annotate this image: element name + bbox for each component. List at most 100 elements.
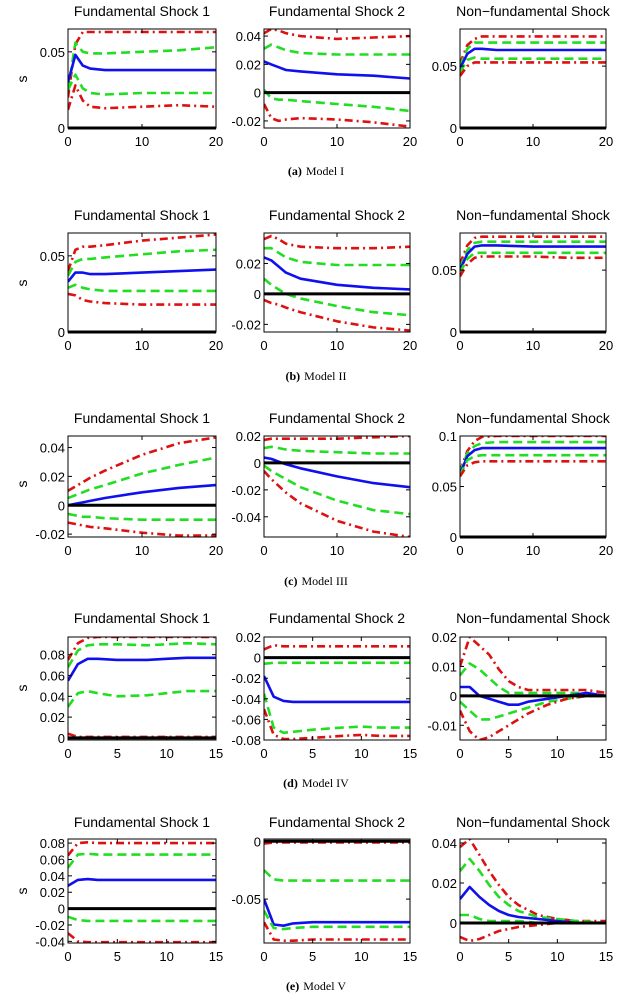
x-tick-label: 10 xyxy=(526,543,540,558)
series-line-upper-inner-band xyxy=(460,440,606,473)
y-tick-label: 0.04 xyxy=(40,441,65,456)
y-tick-label: 0.04 xyxy=(40,689,65,704)
series-line-lower-outer-band xyxy=(264,470,410,537)
axes-frame xyxy=(263,838,411,944)
y-tick-label: 0 xyxy=(254,651,261,666)
y-tick-label: 0.05 xyxy=(40,249,65,264)
series-line-lower-outer-band xyxy=(68,932,216,943)
subfigure-caption: (d) Model IV xyxy=(283,776,349,790)
y-tick-label: -0.02 xyxy=(231,671,261,686)
x-tick-label: 0 xyxy=(456,746,463,761)
series-line-response xyxy=(264,675,410,704)
series-line-upper-inner-band xyxy=(460,41,606,67)
series-line-lower-inner-band xyxy=(460,453,606,476)
y-axis-label: s xyxy=(14,280,30,287)
y-tick-label: 0.02 xyxy=(236,429,261,444)
series-line-upper-inner-band xyxy=(460,857,606,925)
subfigure-caption: (b) Model II xyxy=(286,369,347,383)
x-tick-label: 0 xyxy=(64,746,71,761)
chart-panel: Fundamental Shock 2 -0.05 0 0 5 10 15 xyxy=(231,814,417,964)
subfigure-caption: (e) Model V xyxy=(286,979,346,993)
series-line-upper-outer-band xyxy=(68,436,216,492)
series-line-lower-inner-band xyxy=(460,694,606,721)
series-line-lower-outer-band xyxy=(460,255,606,277)
series-line-response xyxy=(68,53,216,83)
panel-title: Fundamental Shock 2 xyxy=(269,610,405,626)
x-tick-label: 5 xyxy=(114,949,121,964)
x-tick-label: 0 xyxy=(64,134,71,149)
series-line-response xyxy=(68,268,216,283)
y-tick-label: 0 xyxy=(254,287,261,302)
series-line-lower-outer-band xyxy=(68,292,216,306)
panel-title: Fundamental Shock 2 xyxy=(269,814,405,830)
x-tick-label: 10 xyxy=(550,949,564,964)
y-tick-label: 0.02 xyxy=(236,256,261,271)
caption-label: (d) xyxy=(283,776,298,790)
axes-frame xyxy=(67,636,217,741)
series-line-response xyxy=(264,60,410,80)
series-line-upper-inner-band xyxy=(264,246,410,267)
y-tick-label: 0.05 xyxy=(432,59,457,74)
series-line-lower-inner-band xyxy=(460,56,606,73)
series-line-upper-outer-band xyxy=(460,235,606,265)
y-tick-label: 0.02 xyxy=(432,630,457,645)
panel-title: Fundamental Shock 1 xyxy=(74,410,210,426)
x-tick-label: 10 xyxy=(550,746,564,761)
series-line-upper-inner-band xyxy=(460,240,606,269)
y-tick-label: 0 xyxy=(450,916,457,931)
series-line-lower-inner-band xyxy=(68,689,216,708)
axes-frame xyxy=(459,435,607,538)
y-tick-label: 0.02 xyxy=(40,885,65,900)
series-line-lower-inner-band xyxy=(264,464,410,516)
y-tick-label: 0.08 xyxy=(40,836,65,851)
panel-title: Fundamental Shock 1 xyxy=(74,814,210,830)
y-axis-label: s xyxy=(14,481,30,488)
series-line-response xyxy=(264,456,410,489)
series-line-lower-inner-band xyxy=(68,915,216,923)
x-tick-label: 0 xyxy=(456,543,463,558)
y-tick-label: 0.06 xyxy=(40,668,65,683)
x-tick-label: 15 xyxy=(403,746,417,761)
x-tick-label: 15 xyxy=(209,746,223,761)
series-line-upper-outer-band xyxy=(460,35,606,65)
axes-frame xyxy=(263,636,411,741)
series-line-lower-outer-band xyxy=(264,708,410,740)
series-line-lower-outer-band xyxy=(460,921,606,943)
x-tick-label: 10 xyxy=(135,338,149,353)
y-tick-label: 0 xyxy=(450,325,457,340)
chart-panel: Non−fundamental Shock 0 0.05 0 10 20 xyxy=(432,3,614,149)
series-line-lower-outer-band xyxy=(264,103,410,128)
chart-panel: Fundamental Shock 2 -0.02 0 0.02 0 10 20 xyxy=(231,207,417,353)
series-line-upper-inner-band xyxy=(264,445,410,455)
y-tick-label: 0.05 xyxy=(40,45,65,60)
panel-title: Non−fundamental Shock xyxy=(456,3,611,19)
x-tick-label: 20 xyxy=(209,134,223,149)
series-line-response xyxy=(264,256,410,291)
series-line-upper-outer-band xyxy=(264,234,410,250)
x-tick-label: 15 xyxy=(209,949,223,964)
series-line-upper-outer-band xyxy=(68,233,216,272)
caption-text: Model V xyxy=(303,979,346,993)
series-line-lower-outer-band xyxy=(68,521,216,537)
x-tick-label: 5 xyxy=(505,746,512,761)
y-tick-label: 0.02 xyxy=(40,469,65,484)
caption-label: (a) xyxy=(288,164,302,178)
y-tick-label: 0 xyxy=(58,498,65,513)
series-line-upper-outer-band xyxy=(68,840,216,857)
y-tick-label: -0.05 xyxy=(231,892,261,907)
chart-panel: Fundamental Shock 1 0 0.05 0 10 20 xyxy=(40,3,224,149)
panel-title: Non−fundamental Shock xyxy=(456,610,611,626)
y-tick-label: 0 xyxy=(58,121,65,136)
chart-panel: Non−fundamental Shock 0 0.02 0.04 0 5 10 15 xyxy=(432,814,614,964)
x-tick-label: 10 xyxy=(135,134,149,149)
x-tick-label: 0 xyxy=(260,746,267,761)
caption-text: Model III xyxy=(302,574,348,588)
axes-frame xyxy=(67,838,217,944)
series-line-lower-outer-band xyxy=(460,694,606,740)
caption-text: Model I xyxy=(306,164,344,178)
y-tick-label: 0.04 xyxy=(236,29,261,44)
caption-label: (e) xyxy=(286,979,299,993)
x-tick-label: 10 xyxy=(135,543,149,558)
x-tick-label: 0 xyxy=(260,949,267,964)
series-line-lower-inner-band xyxy=(460,251,606,274)
